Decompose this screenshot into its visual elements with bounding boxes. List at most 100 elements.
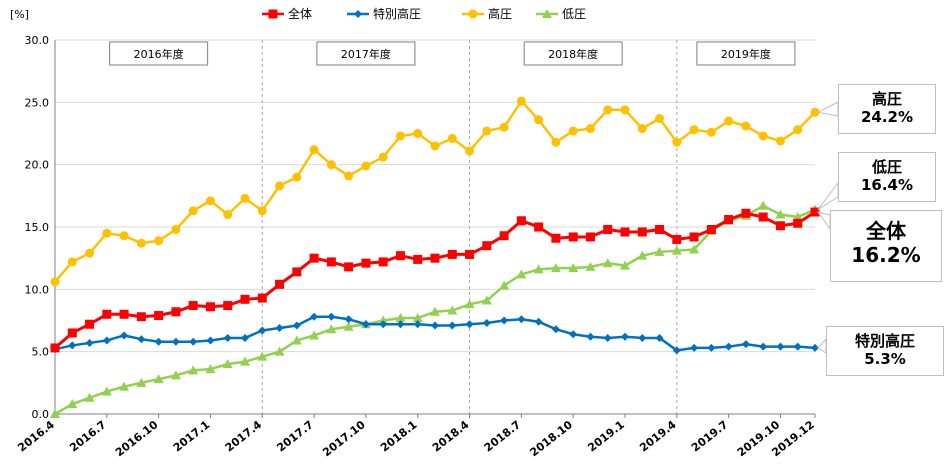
- data-point: [137, 335, 146, 344]
- callout-pointer: [817, 181, 839, 210]
- data-point: [741, 208, 751, 218]
- data-point: [50, 343, 60, 353]
- data-point: [102, 309, 112, 319]
- data-point: [101, 386, 112, 396]
- x-tick-label: 2016.7: [67, 418, 108, 454]
- data-point: [344, 262, 354, 272]
- data-point: [499, 122, 509, 132]
- data-point: [223, 210, 233, 220]
- x-tick-label: 2017.4: [223, 418, 265, 455]
- data-point: [551, 137, 561, 147]
- x-tick-label: 2017.1: [171, 418, 212, 454]
- data-point: [758, 200, 769, 210]
- fiscal-year-label: 2018年度: [548, 47, 598, 61]
- data-point: [775, 209, 786, 219]
- data-point: [569, 330, 578, 339]
- callout-high-name: 高圧: [871, 90, 902, 108]
- legend-marker: [542, 9, 552, 18]
- data-point: [447, 133, 457, 143]
- x-tick-label: 2016.4: [15, 418, 57, 455]
- fiscal-year-box: [316, 41, 416, 66]
- callout-pointer: [817, 337, 827, 354]
- x-tick-label: 2016.10: [113, 418, 161, 459]
- callout-extra-value: 5.3%: [864, 350, 906, 368]
- x-tick-label: 2019.7: [689, 418, 730, 454]
- data-point: [654, 246, 665, 256]
- data-point: [637, 250, 648, 260]
- x-tick-label: 2017.10: [320, 418, 368, 459]
- callout-low-voltage: 低圧 16.4%: [838, 152, 936, 202]
- callout-high-voltage: 高圧 24.2%: [838, 84, 936, 134]
- data-point: [119, 309, 129, 319]
- data-point: [170, 370, 181, 380]
- data-point: [775, 136, 785, 146]
- data-point: [585, 261, 596, 271]
- data-point: [655, 333, 664, 342]
- data-point: [776, 342, 785, 351]
- data-point: [222, 359, 233, 369]
- fiscal-year-box: [109, 41, 209, 66]
- x-tick-label: 2019.4: [637, 418, 679, 455]
- callout-total: 全体 16.2%: [830, 210, 942, 282]
- data-point: [620, 105, 630, 115]
- data-point: [223, 301, 233, 311]
- data-point: [257, 351, 268, 361]
- callout-pointer: [816, 101, 839, 117]
- data-point: [448, 321, 457, 330]
- data-point: [292, 172, 302, 182]
- data-point: [637, 227, 647, 237]
- data-point: [257, 293, 267, 303]
- data-point: [102, 228, 112, 238]
- data-point: [326, 324, 337, 334]
- data-point: [534, 222, 544, 232]
- data-point: [378, 257, 388, 267]
- y-unit-label: [%]: [10, 8, 29, 21]
- data-point: [205, 196, 215, 206]
- y-tick-label: 0.0: [32, 408, 50, 421]
- data-point: [638, 333, 647, 342]
- fiscal-year-label: 2019年度: [721, 47, 771, 61]
- data-point: [292, 321, 301, 330]
- legend-label: 低圧: [562, 7, 586, 21]
- data-point: [655, 114, 665, 124]
- data-point: [205, 302, 215, 312]
- data-point: [189, 337, 198, 346]
- data-point: [67, 328, 77, 338]
- data-point: [430, 253, 440, 263]
- data-point: [205, 364, 216, 374]
- data-point: [482, 126, 492, 136]
- data-point: [741, 121, 751, 131]
- x-tick-label: 2019.1: [585, 418, 626, 454]
- data-point: [413, 129, 423, 138]
- data-point: [241, 333, 249, 342]
- data-point: [500, 316, 509, 325]
- legend-label: 全体: [288, 6, 312, 21]
- x-tick-label: 2018.4: [430, 418, 472, 455]
- data-point: [637, 124, 647, 134]
- callout-low-name: 低圧: [871, 158, 902, 176]
- data-point: [603, 224, 613, 234]
- data-point: [343, 321, 354, 331]
- data-point: [741, 340, 750, 349]
- data-point: [759, 342, 768, 351]
- data-point: [291, 335, 302, 345]
- data-point: [550, 263, 561, 273]
- data-point: [68, 341, 77, 350]
- data-point: [706, 127, 716, 137]
- data-point: [689, 125, 699, 135]
- data-point: [465, 146, 475, 156]
- data-point: [344, 315, 353, 324]
- gridlines: [55, 39, 815, 353]
- data-point: [274, 346, 285, 356]
- x-axis-ticks: 2016.4 2016.7 2016.10 2017.1 2017.4 2017.7 201…: [15, 414, 817, 459]
- data-point: [361, 320, 370, 329]
- data-point: [154, 337, 163, 346]
- data-point: [516, 216, 526, 226]
- data-point: [309, 330, 320, 340]
- data-point: [621, 332, 629, 341]
- series-0: [50, 207, 820, 353]
- data-point: [309, 253, 319, 263]
- data-point: [516, 269, 527, 279]
- legend-label: 高圧: [488, 6, 512, 21]
